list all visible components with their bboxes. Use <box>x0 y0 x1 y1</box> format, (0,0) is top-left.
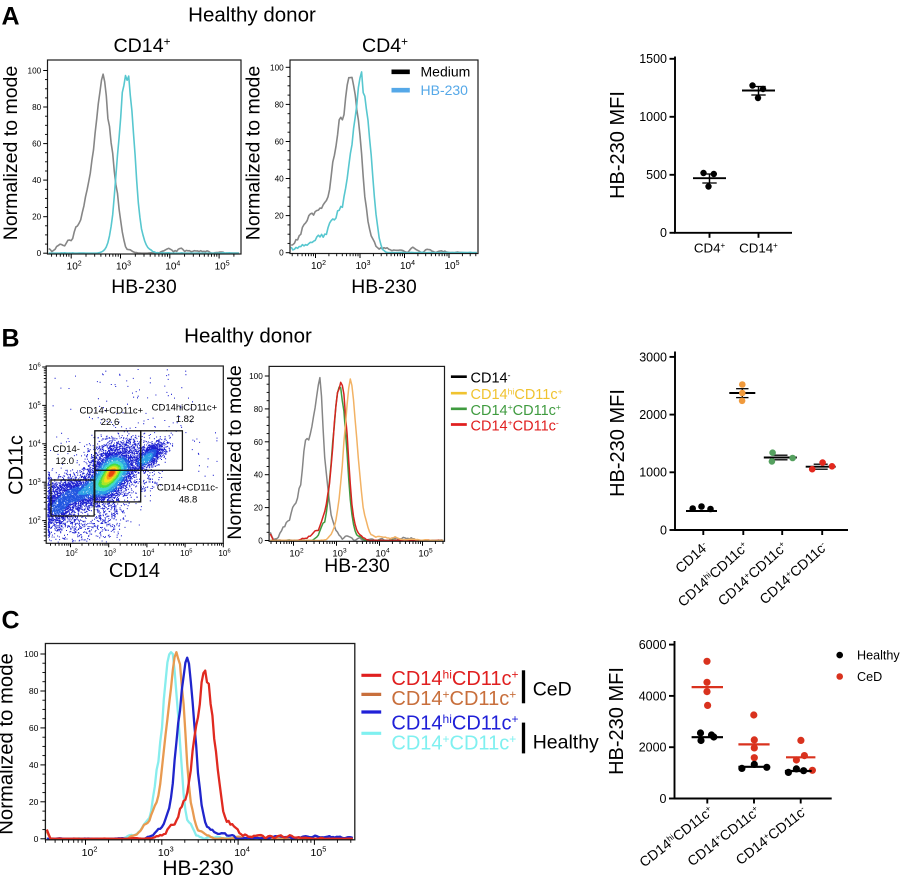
svg-text:103: 103 <box>332 548 347 560</box>
svg-text:40: 40 <box>29 760 39 770</box>
svg-text:CD14hiCD11c+: CD14hiCD11c+ <box>391 667 518 690</box>
svg-text:105: 105 <box>180 549 192 558</box>
svg-text:105: 105 <box>418 548 433 560</box>
svg-text:CD14hiCD11c+: CD14hiCD11c+ <box>391 712 518 735</box>
svg-text:CD14hiCD11c+: CD14hiCD11c+ <box>152 403 218 414</box>
svg-text:100: 100 <box>249 372 263 381</box>
svg-text:0: 0 <box>279 249 284 258</box>
svg-text:HB-230 MFI: HB-230 MFI <box>607 91 629 199</box>
svg-text:80: 80 <box>254 405 264 414</box>
svg-text:CeD: CeD <box>533 679 572 701</box>
svg-text:60: 60 <box>254 438 264 447</box>
svg-text:A: A <box>2 3 20 31</box>
svg-text:Normalized to mode: Normalized to mode <box>243 66 265 241</box>
svg-text:102: 102 <box>28 516 40 525</box>
svg-text:HB-230: HB-230 <box>351 277 416 298</box>
svg-text:CD14+: CD14+ <box>114 35 171 58</box>
svg-text:Healthy donor: Healthy donor <box>184 325 312 348</box>
svg-text:CD4+: CD4+ <box>694 241 726 256</box>
svg-text:CD14+: CD14+ <box>739 241 778 256</box>
svg-text:B: B <box>2 325 20 353</box>
svg-text:103: 103 <box>104 549 116 558</box>
svg-text:CD14+CD11c-: CD14+CD11c- <box>471 418 559 435</box>
svg-text:CD14+CD11c+: CD14+CD11c+ <box>391 687 516 710</box>
svg-text:2000: 2000 <box>639 408 667 422</box>
svg-text:20: 20 <box>32 213 42 222</box>
svg-text:Medium: Medium <box>421 64 471 80</box>
svg-text:0: 0 <box>660 523 667 537</box>
svg-text:CD14+CD11c+: CD14+CD11c+ <box>391 732 516 755</box>
svg-text:HB-230: HB-230 <box>111 277 176 298</box>
svg-text:C: C <box>2 607 20 635</box>
svg-text:Healthy donor: Healthy donor <box>188 4 316 27</box>
svg-text:100: 100 <box>24 649 39 659</box>
svg-text:103: 103 <box>28 478 40 487</box>
svg-text:CD11c: CD11c <box>6 435 28 495</box>
svg-text:106: 106 <box>28 363 40 372</box>
svg-text:CD14+CD11c+: CD14+CD11c+ <box>471 402 561 419</box>
svg-text:20: 20 <box>29 797 39 807</box>
svg-text:CD14-: CD14- <box>471 370 511 387</box>
svg-text:40: 40 <box>32 176 42 185</box>
svg-text:0: 0 <box>258 537 263 546</box>
svg-text:6000: 6000 <box>639 638 667 652</box>
svg-text:HB-230: HB-230 <box>324 556 389 577</box>
svg-text:0: 0 <box>660 226 667 240</box>
svg-text:Normalized to mode: Normalized to mode <box>0 66 22 241</box>
svg-text:0: 0 <box>660 792 667 806</box>
svg-text:20: 20 <box>275 212 285 221</box>
svg-text:104: 104 <box>28 439 41 448</box>
svg-text:CD14hiCD11c+: CD14hiCD11c+ <box>471 386 563 403</box>
svg-text:HB-230: HB-230 <box>421 82 469 98</box>
svg-text:0: 0 <box>34 834 39 844</box>
svg-text:40: 40 <box>275 175 285 184</box>
svg-text:100: 100 <box>270 63 284 72</box>
svg-text:104: 104 <box>142 549 154 558</box>
svg-text:40: 40 <box>254 471 264 480</box>
svg-text:105: 105 <box>28 401 40 410</box>
svg-text:1.82: 1.82 <box>176 414 195 425</box>
svg-text:4000: 4000 <box>639 689 667 703</box>
svg-text:80: 80 <box>275 100 285 109</box>
svg-text:1000: 1000 <box>639 110 667 124</box>
svg-text:CD14+CD11c+: CD14+CD11c+ <box>79 406 143 417</box>
svg-text:Healthy: Healthy <box>533 732 599 754</box>
svg-text:Healthy: Healthy <box>857 648 900 662</box>
svg-text:60: 60 <box>32 140 42 149</box>
svg-text:CD14+CD11c-: CD14+CD11c- <box>157 483 218 494</box>
svg-text:60: 60 <box>29 723 39 733</box>
svg-text:Normalized to mode: Normalized to mode <box>0 653 18 834</box>
svg-text:80: 80 <box>32 103 42 112</box>
svg-text:CD14: CD14 <box>109 560 160 582</box>
svg-text:106: 106 <box>218 549 230 558</box>
svg-text:HB-230 MFI: HB-230 MFI <box>606 667 628 775</box>
svg-text:60: 60 <box>275 137 285 146</box>
svg-text:HB-230: HB-230 <box>162 857 233 879</box>
svg-text:500: 500 <box>646 168 667 182</box>
svg-text:0: 0 <box>37 249 42 258</box>
svg-text:20: 20 <box>254 504 264 513</box>
svg-text:100: 100 <box>28 67 42 76</box>
svg-text:CeD: CeD <box>857 670 882 684</box>
svg-text:1000: 1000 <box>639 466 667 480</box>
svg-text:12.0: 12.0 <box>56 456 75 467</box>
svg-text:CD4+: CD4+ <box>362 35 408 58</box>
svg-text:HB-230 MFI: HB-230 MFI <box>607 389 629 497</box>
svg-text:102: 102 <box>289 548 304 560</box>
svg-text:22.6: 22.6 <box>101 417 120 428</box>
svg-text:CD14-: CD14- <box>53 444 80 455</box>
svg-text:3000: 3000 <box>639 350 667 364</box>
svg-text:80: 80 <box>29 686 39 696</box>
svg-text:1500: 1500 <box>639 52 667 66</box>
svg-text:Normalized to mode: Normalized to mode <box>224 365 246 540</box>
svg-text:2000: 2000 <box>639 741 667 755</box>
svg-text:48.8: 48.8 <box>179 495 198 506</box>
svg-text:104: 104 <box>375 548 390 560</box>
svg-text:102: 102 <box>66 549 78 558</box>
